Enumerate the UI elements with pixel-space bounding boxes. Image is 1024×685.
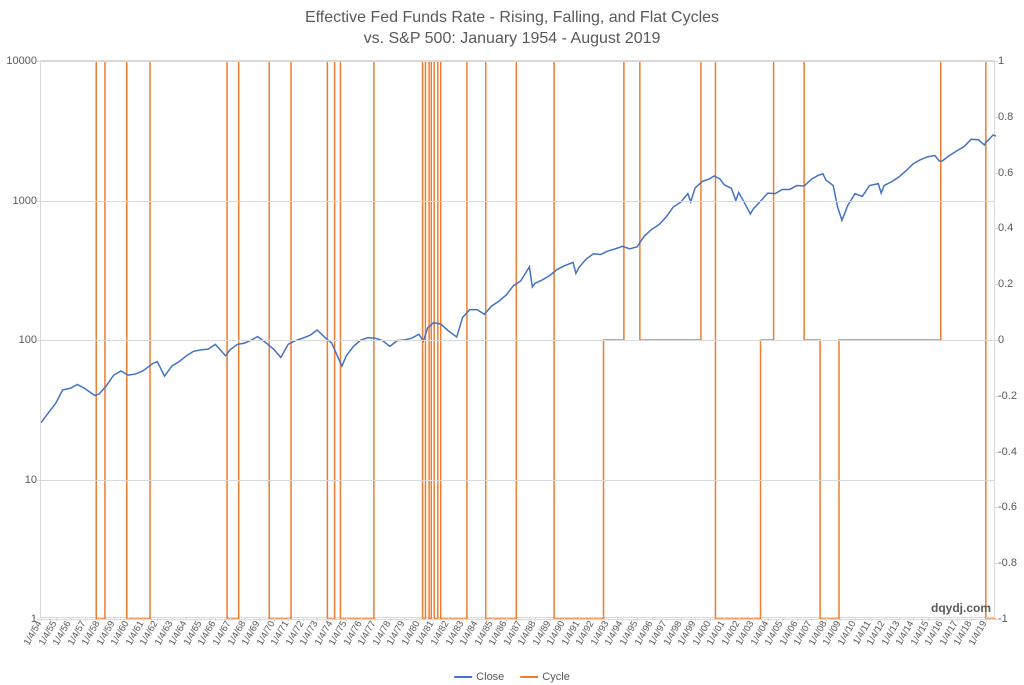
x-tick (128, 617, 129, 621)
legend-item-close: Close (454, 671, 504, 683)
x-tick (811, 617, 812, 621)
x-tick (506, 617, 507, 621)
y-axis-right-label: -0.4 (994, 446, 1017, 458)
gridline-horizontal (41, 480, 994, 481)
y-axis-left-label: 10000 (6, 55, 41, 67)
x-tick (753, 617, 754, 621)
x-tick (70, 617, 71, 621)
x-tick (390, 617, 391, 621)
x-tick (928, 617, 929, 621)
chart-title-line2: vs. S&P 500: January 1954 - August 2019 (0, 29, 1024, 50)
y-axis-left-label: 100 (19, 334, 41, 346)
x-tick (564, 617, 565, 621)
y-axis-right-label: 0 (994, 334, 1004, 346)
x-tick (666, 617, 667, 621)
x-tick (652, 617, 653, 621)
x-tick (637, 617, 638, 621)
x-tick (913, 617, 914, 621)
gridline-horizontal (41, 201, 994, 202)
x-tick (99, 617, 100, 621)
chart-title-line1: Effective Fed Funds Rate - Rising, Falli… (0, 8, 1024, 29)
x-tick (419, 617, 420, 621)
x-tick (957, 617, 958, 621)
y-axis-right-label: 0.4 (994, 222, 1013, 234)
x-tick (157, 617, 158, 621)
x-tick (346, 617, 347, 621)
x-tick (492, 617, 493, 621)
x-tick (56, 617, 57, 621)
y-axis-right-label: 0.6 (994, 167, 1013, 179)
y-axis-left-label: 10 (25, 474, 41, 486)
series-close-line (41, 135, 996, 423)
x-tick (332, 617, 333, 621)
x-tick (739, 617, 740, 621)
legend-swatch-close (454, 676, 472, 678)
x-tick (579, 617, 580, 621)
x-tick (942, 617, 943, 621)
legend-label-close: Close (476, 671, 504, 683)
x-tick (172, 617, 173, 621)
x-tick (855, 617, 856, 621)
x-tick (215, 617, 216, 621)
x-tick (463, 617, 464, 621)
x-tick (695, 617, 696, 621)
x-tick (448, 617, 449, 621)
legend-item-cycle: Cycle (520, 671, 570, 683)
y-axis-right-label: 0.2 (994, 278, 1013, 290)
chart-container: Effective Fed Funds Rate - Rising, Falli… (0, 0, 1024, 685)
x-tick (797, 617, 798, 621)
x-tick (535, 617, 536, 621)
legend: Close Cycle (454, 671, 570, 683)
gridline-horizontal (41, 340, 994, 341)
y-axis-right-label: 1 (994, 55, 1004, 67)
y-axis-right-label: 0.8 (994, 111, 1013, 123)
x-tick (201, 617, 202, 621)
x-tick (404, 617, 405, 621)
x-tick (608, 617, 609, 621)
x-tick (433, 617, 434, 621)
x-tick (230, 617, 231, 621)
x-tick (840, 617, 841, 621)
x-tick (884, 617, 885, 621)
legend-swatch-cycle (520, 676, 538, 678)
x-tick (782, 617, 783, 621)
x-tick (768, 617, 769, 621)
x-tick (288, 617, 289, 621)
legend-label-cycle: Cycle (542, 671, 570, 683)
x-tick (477, 617, 478, 621)
y-axis-right-label: -0.2 (994, 390, 1017, 402)
x-tick (593, 617, 594, 621)
y-axis-left-label: 1000 (13, 195, 41, 207)
x-tick (971, 617, 972, 621)
x-tick (550, 617, 551, 621)
x-tick (41, 617, 42, 621)
x-tick (143, 617, 144, 621)
x-tick (870, 617, 871, 621)
x-tick (681, 617, 682, 621)
x-tick (622, 617, 623, 621)
x-tick (186, 617, 187, 621)
y-axis-right-label: -0.8 (994, 557, 1017, 569)
x-tick (521, 617, 522, 621)
y-axis-right-label: -1 (994, 613, 1008, 625)
x-tick (245, 617, 246, 621)
gridline-horizontal (41, 61, 994, 62)
y-axis-right-label: -0.6 (994, 501, 1017, 513)
x-tick (274, 617, 275, 621)
x-tick (724, 617, 725, 621)
chart-title-block: Effective Fed Funds Rate - Rising, Falli… (0, 0, 1024, 50)
x-tick (361, 617, 362, 621)
plot-area: dqydj.com 110100100010000-1-0.8-0.6-0.4-… (40, 60, 995, 618)
x-tick (259, 617, 260, 621)
x-tick (114, 617, 115, 621)
x-tick (710, 617, 711, 621)
x-tick (317, 617, 318, 621)
watermark: dqydj.com (931, 601, 991, 615)
x-tick (826, 617, 827, 621)
x-tick (375, 617, 376, 621)
x-tick (85, 617, 86, 621)
x-tick (986, 617, 987, 621)
x-tick (303, 617, 304, 621)
x-tick (899, 617, 900, 621)
